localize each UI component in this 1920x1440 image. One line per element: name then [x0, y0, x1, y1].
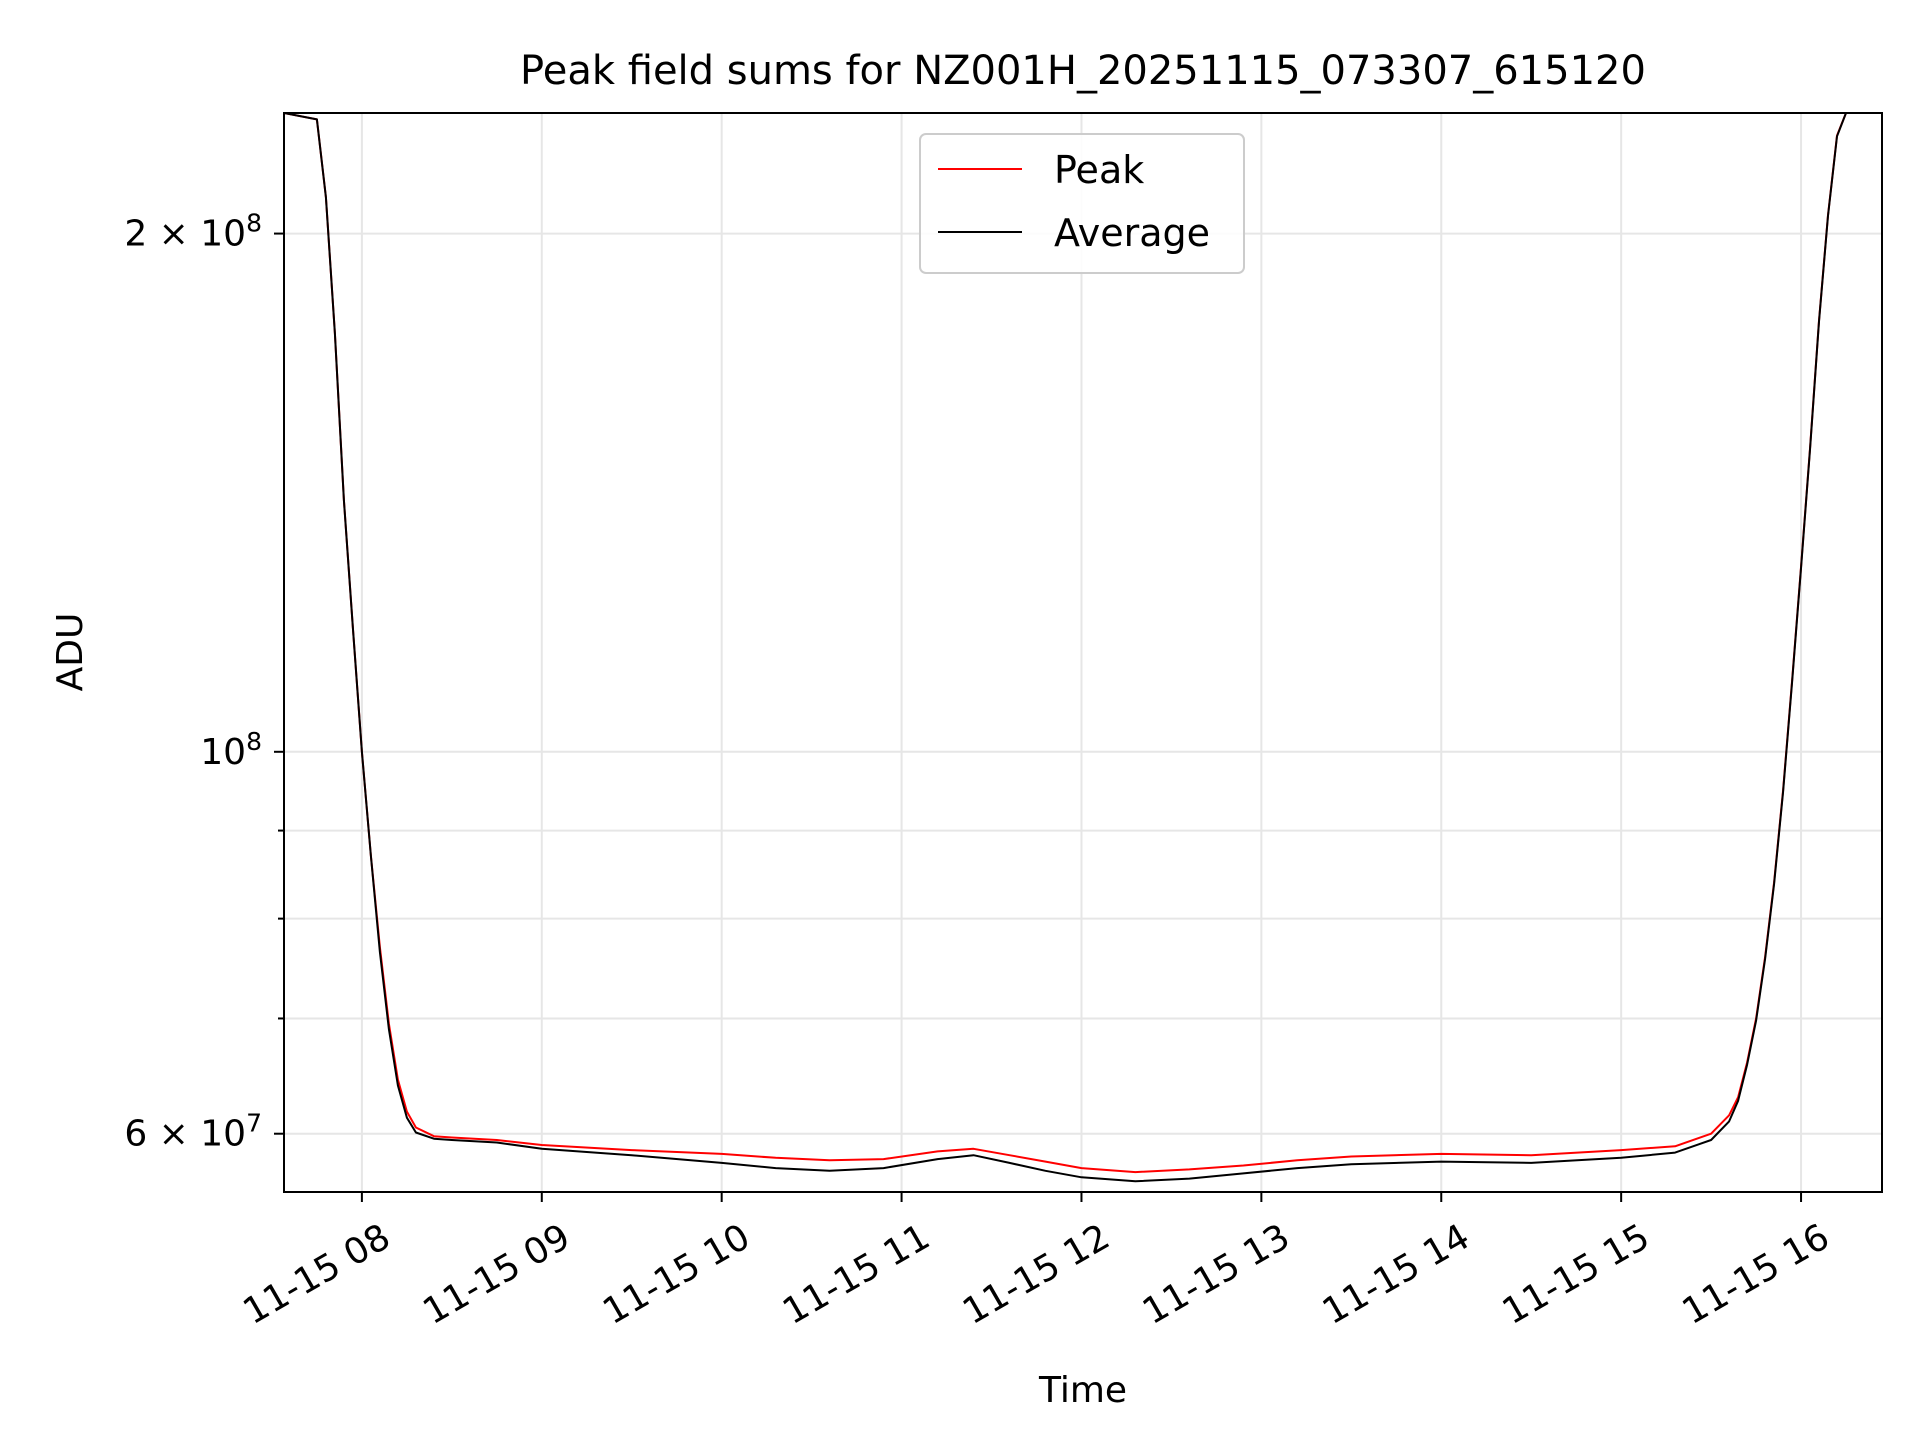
y-tick-exponent: 8 — [246, 208, 262, 237]
y-tick-mantissa: 6 — [124, 1114, 147, 1155]
y-tick-mantissa: 2 — [124, 214, 147, 255]
plot-area — [284, 113, 1882, 1183]
plot-frame — [283, 112, 1883, 1193]
chart-title: Peak field sums for NZ001H_20251115_0733… — [520, 48, 1646, 94]
y-tick-base: 10 — [200, 214, 246, 255]
y-tick-label: 2 × 108 — [124, 208, 262, 255]
y-tick-label: 108 — [200, 726, 262, 773]
y-tick-exponent: 7 — [246, 1108, 262, 1137]
legend: Peak Average — [919, 133, 1245, 274]
series-layer — [284, 113, 1882, 1183]
y-tick-times-sign: × — [147, 214, 200, 255]
legend-peak-label: Peak — [1054, 148, 1144, 192]
y-tick-label: 6 × 107 — [124, 1108, 262, 1155]
series-line-average — [284, 113, 1882, 1183]
legend-average-label: Average — [1054, 211, 1210, 255]
y-tick-times-sign: × — [147, 1114, 200, 1155]
x-axis-label: Time — [1038, 1370, 1127, 1411]
y-tick-base: 10 — [200, 732, 246, 773]
y-tick-base: 10 — [200, 1114, 246, 1155]
y-tick-exponent: 8 — [246, 726, 262, 755]
y-axis-label: ADU — [50, 613, 91, 692]
